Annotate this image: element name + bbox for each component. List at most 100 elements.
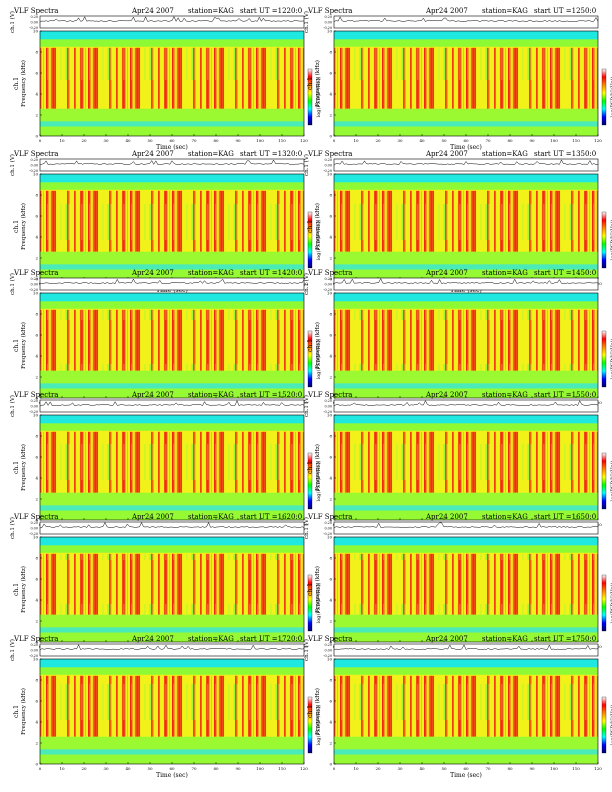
waveform-frame bbox=[333, 15, 599, 29]
waveform-frame bbox=[39, 643, 305, 657]
panel-station: station=KAG bbox=[482, 513, 528, 521]
colorbar bbox=[601, 330, 607, 388]
x-tick-label: 30 bbox=[103, 766, 109, 771]
y-tick-label: 10 bbox=[33, 412, 39, 417]
spectrogram-upper-band bbox=[40, 39, 304, 47]
spectrogram-upper-band bbox=[334, 667, 598, 675]
spectrogram-lower-band bbox=[334, 614, 598, 628]
panel-date: Apr24 2007 bbox=[425, 391, 468, 399]
panel-station: station=KAG bbox=[188, 7, 234, 15]
waveform-tick-label: 0.00 bbox=[30, 20, 38, 24]
waveform-tick-label: 0.00 bbox=[30, 648, 38, 652]
spectrogram-core bbox=[40, 190, 304, 252]
spectrogram-core bbox=[334, 431, 598, 493]
x-tick-label: 110 bbox=[278, 138, 286, 143]
colorbar-label: log(PSD(V²/Hz)) bbox=[609, 220, 612, 261]
waveform-axis-label: ch.1 (V) bbox=[9, 11, 16, 33]
panel-title: VLF Spectra bbox=[13, 391, 58, 399]
waveform-axis-label: ch.1 (V) bbox=[9, 639, 16, 661]
spectrogram-lower-band bbox=[40, 108, 304, 122]
panel-title: VLF Spectra bbox=[307, 513, 352, 521]
y-tick-label: 0 bbox=[329, 517, 332, 522]
y-tick-label: 8 bbox=[35, 433, 38, 438]
x-axis-label: Time (sec) bbox=[450, 144, 482, 151]
waveform-tick-label: 0.20 bbox=[324, 399, 332, 403]
x-tick-label: 90 bbox=[529, 766, 535, 771]
waveform-frame bbox=[39, 15, 305, 29]
panel-date: Apr24 2007 bbox=[425, 7, 468, 15]
y-axis-channel-label: ch.1 bbox=[307, 583, 314, 596]
spectra-panel: VLF Spectra Apr24 2007 station=KAG start UT… bbox=[303, 269, 612, 413]
waveform-trace bbox=[39, 278, 305, 285]
x-axis-label: Time (sec) bbox=[156, 287, 188, 294]
y-axis-label: Frequency (kHz) bbox=[314, 688, 321, 735]
x-tick-label: 110 bbox=[278, 766, 286, 771]
spectrogram-lower-band bbox=[334, 492, 598, 506]
x-tick-label: 30 bbox=[103, 138, 109, 143]
x-tick-label: 80 bbox=[213, 138, 219, 143]
waveform-tick-label: 0.00 bbox=[324, 163, 332, 167]
panel-station: station=KAG bbox=[482, 391, 528, 399]
waveform-tick-label: -0.20 bbox=[323, 169, 332, 173]
y-tick-label: 0 bbox=[329, 761, 332, 766]
y-axis-label: Frequency (kHz) bbox=[20, 444, 27, 491]
x-tick-label: 30 bbox=[397, 138, 403, 143]
y-axis-channel-label: ch.1 bbox=[307, 77, 314, 90]
panel-date: Apr24 2007 bbox=[425, 513, 468, 521]
y-tick-label: 10 bbox=[33, 290, 39, 295]
panel-title: VLF Spectra bbox=[307, 635, 352, 643]
waveform-tick-label: -0.20 bbox=[323, 288, 332, 292]
y-tick-label: 0 bbox=[329, 133, 332, 138]
spectrogram-bottom-band bbox=[334, 632, 598, 642]
waveform-frame bbox=[333, 643, 599, 657]
y-tick-label: 10 bbox=[327, 28, 333, 33]
spectrogram-band bbox=[40, 627, 304, 633]
y-tick-label: 0 bbox=[35, 133, 38, 138]
waveform-axis-label: ch.1 (V) bbox=[303, 273, 310, 295]
waveform-trace bbox=[39, 644, 305, 651]
colorbar-label: log(PSD(V²/Hz)) bbox=[315, 705, 322, 746]
x-tick-label: 20 bbox=[81, 138, 87, 143]
spectra-panel: VLF Spectra Apr24 2007 station=KAG start UT… bbox=[9, 391, 322, 535]
spectrogram-band bbox=[40, 383, 304, 389]
spectra-panel: VLF Spectra Apr24 2007 station=KAG start UT… bbox=[9, 269, 322, 413]
colorbar bbox=[601, 574, 607, 632]
y-tick-label: 6 bbox=[329, 332, 332, 337]
x-tick-label: 100 bbox=[256, 766, 264, 771]
y-tick-label: 0 bbox=[329, 639, 332, 644]
spectrogram-top-band bbox=[334, 31, 598, 40]
spectrogram-band bbox=[40, 505, 304, 511]
panel-date: Apr24 2007 bbox=[131, 513, 174, 521]
x-tick-label: 40 bbox=[125, 766, 131, 771]
x-tick-label: 60 bbox=[463, 138, 469, 143]
panel-title: VLF Spectra bbox=[13, 269, 58, 277]
y-tick-label: 6 bbox=[35, 576, 38, 581]
waveform-tick-label: -0.20 bbox=[29, 410, 38, 414]
y-tick-label: 0 bbox=[35, 639, 38, 644]
panel-station: station=KAG bbox=[482, 269, 528, 277]
spectrogram-top-band bbox=[334, 415, 598, 424]
spectrogram-band bbox=[40, 121, 304, 127]
colorbar bbox=[307, 452, 313, 510]
waveform-tick-label: -0.20 bbox=[323, 410, 332, 414]
y-axis-label: Frequency (kHz) bbox=[314, 444, 321, 491]
y-axis-label: Frequency (kHz) bbox=[314, 322, 321, 369]
panel-station: station=KAG bbox=[188, 513, 234, 521]
y-tick-label: 10 bbox=[33, 534, 39, 539]
x-tick-label: 70 bbox=[191, 138, 197, 143]
colorbar bbox=[307, 574, 313, 632]
waveform-axis-label: ch.1 (V) bbox=[303, 639, 310, 661]
colorbar bbox=[601, 696, 607, 754]
spectrogram-upper-band bbox=[40, 545, 304, 553]
spectrogram-bottom-band bbox=[334, 269, 598, 279]
waveform-tick-label: 0.20 bbox=[324, 15, 332, 19]
y-tick-label: 0 bbox=[35, 517, 38, 522]
panel-title: VLF Spectra bbox=[13, 635, 58, 643]
waveform-tick-label: 0.00 bbox=[324, 282, 332, 286]
colorbar-label: log(PSD(V²/Hz)) bbox=[609, 339, 612, 380]
waveform-axis-label: ch.1 (V) bbox=[9, 395, 16, 417]
waveform-frame bbox=[333, 521, 599, 535]
panel-station: station=KAG bbox=[188, 635, 234, 643]
waveform-frame bbox=[39, 277, 305, 291]
